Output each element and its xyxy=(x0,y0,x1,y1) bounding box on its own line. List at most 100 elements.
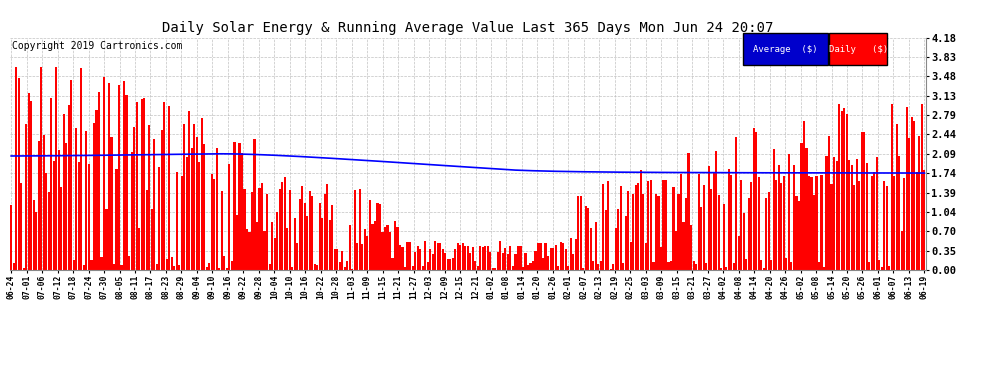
Bar xyxy=(219,268,221,270)
Bar xyxy=(221,190,223,270)
Bar xyxy=(25,124,28,270)
Bar xyxy=(755,132,757,270)
Bar xyxy=(446,259,448,270)
Bar xyxy=(783,176,785,270)
Bar xyxy=(46,173,48,270)
Bar xyxy=(643,194,644,270)
Bar xyxy=(36,212,38,270)
Bar xyxy=(833,157,836,270)
Bar xyxy=(155,264,157,270)
Bar xyxy=(911,117,913,270)
Bar xyxy=(818,262,820,270)
Bar xyxy=(41,67,43,270)
Bar xyxy=(369,200,371,270)
Bar xyxy=(391,258,394,270)
Bar xyxy=(108,84,110,270)
Bar xyxy=(515,254,517,270)
Bar xyxy=(901,231,903,270)
Bar xyxy=(414,252,416,270)
Bar xyxy=(250,192,253,270)
Bar xyxy=(615,228,617,270)
Bar xyxy=(537,243,540,270)
Bar xyxy=(348,225,350,270)
Bar xyxy=(806,148,808,270)
Bar xyxy=(409,242,411,270)
Bar xyxy=(788,154,790,270)
Bar xyxy=(507,254,509,270)
Bar xyxy=(638,183,640,270)
Bar xyxy=(510,246,512,270)
Bar xyxy=(785,258,787,270)
Bar xyxy=(327,184,329,270)
Bar xyxy=(131,152,133,270)
Bar xyxy=(554,245,556,270)
Bar xyxy=(708,166,710,270)
Bar xyxy=(811,177,813,270)
Bar xyxy=(590,228,592,270)
Bar xyxy=(630,242,632,270)
Bar xyxy=(70,80,72,270)
Bar xyxy=(248,232,250,270)
Bar xyxy=(20,183,22,270)
Bar xyxy=(173,266,175,270)
Bar xyxy=(795,195,798,270)
Bar xyxy=(850,165,852,270)
Bar xyxy=(319,203,321,270)
Bar xyxy=(118,85,120,270)
Bar xyxy=(451,258,453,270)
Bar xyxy=(407,242,409,270)
Bar xyxy=(296,243,298,270)
Bar xyxy=(128,256,130,270)
Bar xyxy=(236,215,238,270)
Bar xyxy=(386,225,388,270)
Bar xyxy=(489,252,491,270)
Bar xyxy=(499,240,502,270)
Bar xyxy=(823,267,825,270)
Bar xyxy=(497,252,499,270)
Bar xyxy=(898,156,900,270)
Bar xyxy=(366,236,368,270)
Bar xyxy=(582,268,584,270)
Bar xyxy=(477,266,479,270)
Bar xyxy=(602,184,604,270)
Bar xyxy=(860,132,862,270)
Bar xyxy=(870,176,873,270)
Bar xyxy=(715,151,717,270)
Bar xyxy=(644,243,647,270)
Bar xyxy=(610,268,612,270)
Bar xyxy=(437,243,439,270)
Bar xyxy=(868,262,870,270)
Bar xyxy=(203,144,205,270)
Bar xyxy=(914,121,916,270)
Bar xyxy=(690,225,692,270)
Bar xyxy=(103,76,105,270)
Bar xyxy=(464,246,466,270)
Bar xyxy=(239,143,241,270)
Bar xyxy=(75,128,77,270)
Bar xyxy=(574,240,577,270)
Bar xyxy=(552,248,554,270)
Bar xyxy=(798,201,800,270)
Bar xyxy=(908,138,911,270)
Bar xyxy=(525,253,527,270)
Bar xyxy=(466,246,469,270)
Bar xyxy=(224,256,226,270)
Bar xyxy=(723,204,725,270)
Bar xyxy=(736,136,738,270)
Bar xyxy=(617,209,620,270)
Bar xyxy=(98,92,100,270)
Bar xyxy=(211,174,213,270)
Bar xyxy=(540,243,542,270)
Bar xyxy=(579,196,582,270)
Bar xyxy=(828,136,831,270)
Bar xyxy=(351,269,353,270)
Bar xyxy=(181,176,183,270)
Bar xyxy=(733,262,735,270)
Bar xyxy=(404,267,406,270)
Bar xyxy=(281,183,283,270)
Bar xyxy=(150,209,152,270)
Bar xyxy=(718,195,720,270)
Bar xyxy=(635,185,637,270)
Bar xyxy=(535,251,537,270)
Bar xyxy=(57,150,59,270)
